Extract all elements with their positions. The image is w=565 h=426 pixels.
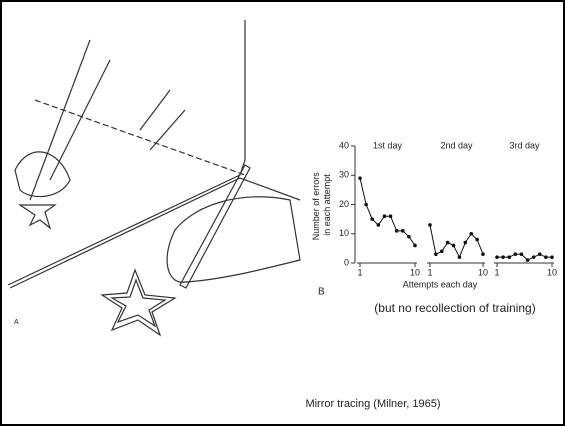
data-point [544,255,548,259]
data-point [428,223,432,227]
panel-title: 1st day [373,140,403,150]
data-point [446,241,450,245]
data-point [440,250,444,254]
data-point [550,255,554,259]
y-tick-label: 40 [339,140,349,150]
y-tick-label: 10 [339,228,349,238]
caption: (but no recollection of training) [374,301,535,315]
data-point [395,229,399,233]
panel-title: 2nd day [440,140,473,150]
data-point [407,235,411,239]
data-point [413,244,417,248]
y-tick-label: 0 [344,257,349,267]
x-axis-label: Attempts each day [403,279,478,289]
y-tick-label: 30 [339,170,349,180]
y-axis-label: Number of errors in each attempt [311,170,332,241]
data-point [507,255,511,259]
data-point [364,203,368,207]
data-point [538,252,542,256]
data-point [401,229,405,233]
data-point [389,214,393,218]
data-point [495,255,499,259]
panel-label: B [318,287,325,298]
x-tick-label: 1 [357,267,362,277]
data-point [458,255,462,259]
data-point [377,223,381,227]
panel-label: A [14,319,19,326]
x-tick-label: 1 [427,267,432,277]
data-point [501,255,505,259]
panel-title: 3rd day [509,140,540,150]
x-tick-label: 1 [494,267,499,277]
data-point [514,252,518,256]
data-point [469,232,473,236]
data-point [434,252,438,256]
data-point [532,255,536,259]
data-point [358,176,362,180]
data-point [464,241,468,245]
source: Mirror tracing (Milner, 1965) [305,398,440,410]
data-point [370,217,374,221]
data-point [526,258,530,262]
data-point [452,244,456,248]
slide-border [1,1,564,425]
x-tick-label: 10 [547,267,557,277]
y-axis-label-line: in each attempt [322,174,332,236]
slide: A B (but no recollection of training) Mi… [0,0,565,426]
data-point [475,238,479,242]
y-tick-label: 20 [339,199,349,209]
data-point [481,252,485,256]
y-axis-label-line: Number of errors [311,172,321,241]
x-tick-label: 10 [478,267,488,277]
x-tick-label: 10 [410,267,420,277]
data-point [383,214,387,218]
data-point [520,252,524,256]
